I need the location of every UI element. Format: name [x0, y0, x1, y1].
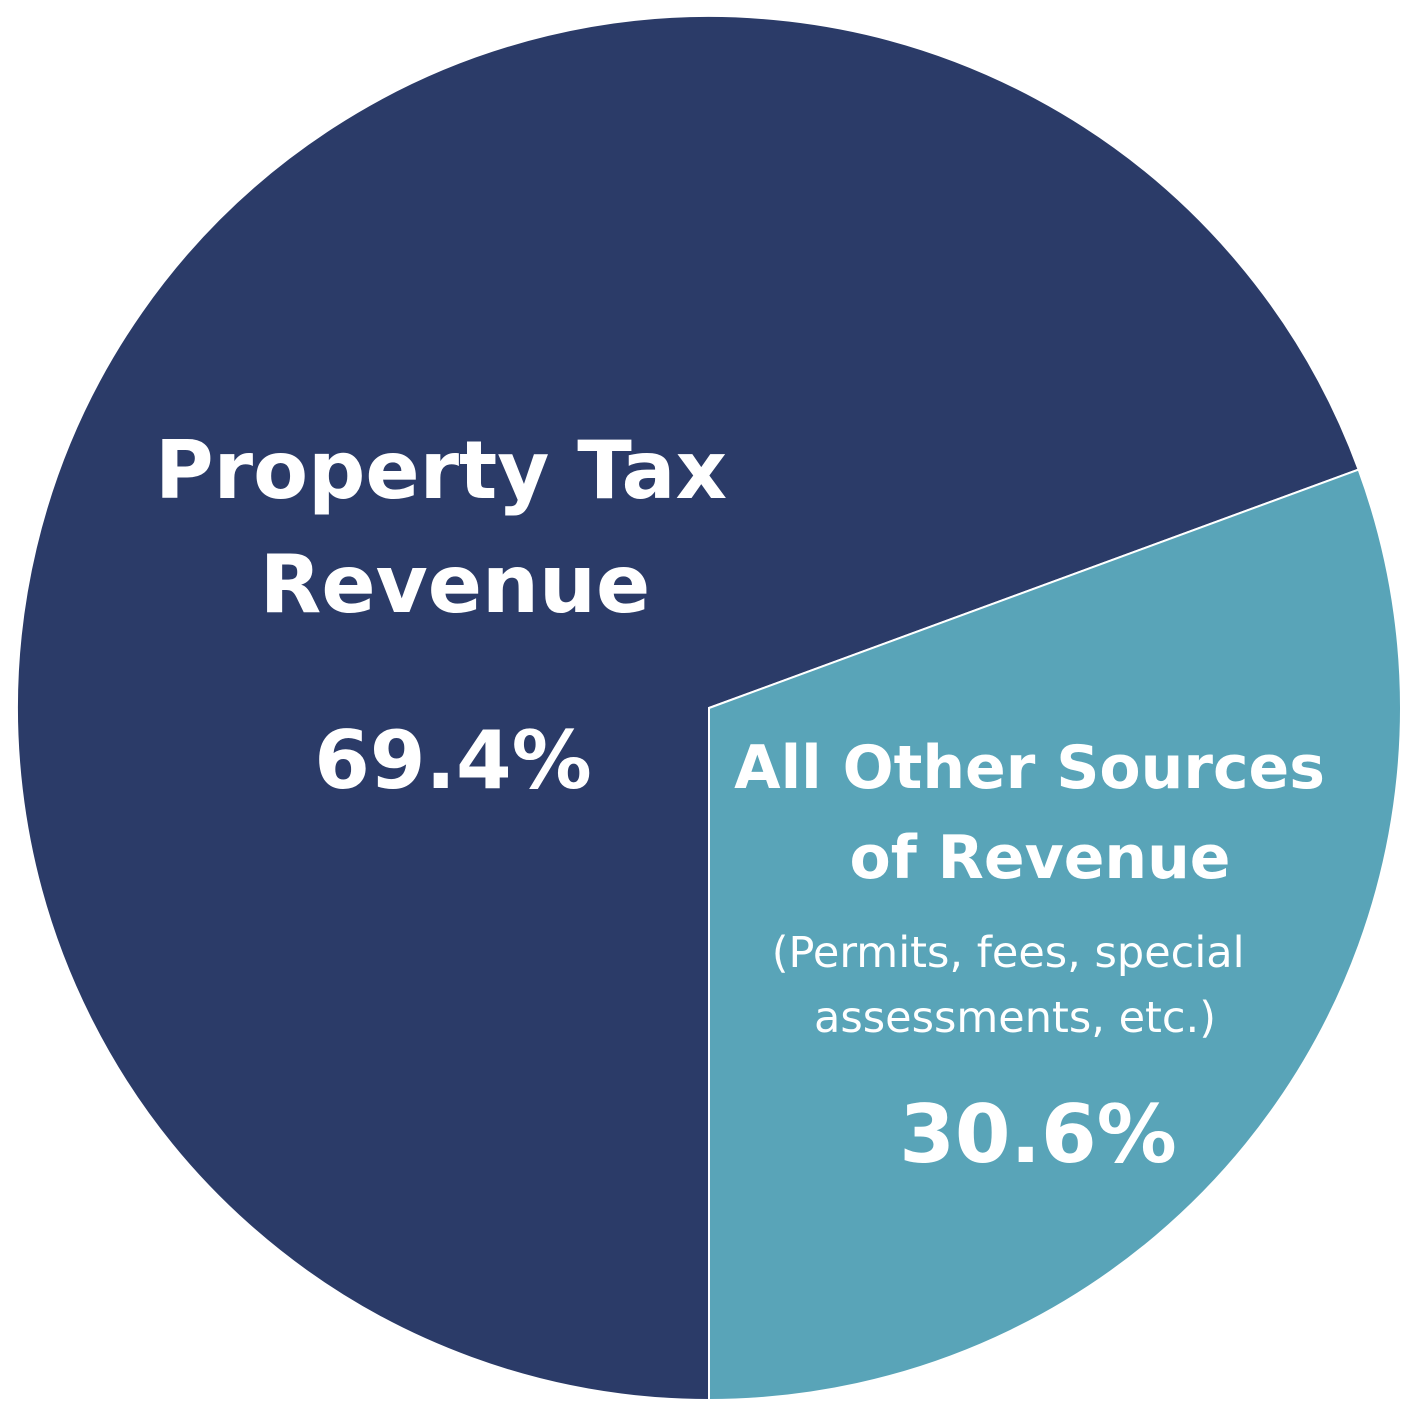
slice-label-property-tax: Property Tax Revenue: [155, 424, 755, 631]
slice-label-line: Revenue: [260, 538, 650, 631]
slice-label-other-sources: All Other Sources of Revenue: [734, 733, 1346, 893]
slice-label-line: All Other Sources: [734, 733, 1325, 803]
slice-label-line: of Revenue: [849, 823, 1230, 893]
pie-slice-0: [16, 15, 1360, 1402]
slice-note-line: assessments, etc.): [814, 993, 1216, 1043]
labels-layer: Property Tax Revenue 69.4% All Other Sou…: [155, 424, 1346, 1181]
pie-slice-1: [708, 468, 1402, 1402]
slice-value-label-other-sources: 30.6%: [899, 1088, 1177, 1181]
slice-note-line: (Permits, fees, special: [772, 928, 1245, 978]
slice-value-label-property-tax: 69.4%: [314, 714, 592, 807]
slice-note-other-sources: (Permits, fees, special assessments, etc…: [772, 928, 1258, 1043]
slice-label-line: Property Tax: [155, 424, 727, 517]
slices-layer: [16, 15, 1402, 1402]
